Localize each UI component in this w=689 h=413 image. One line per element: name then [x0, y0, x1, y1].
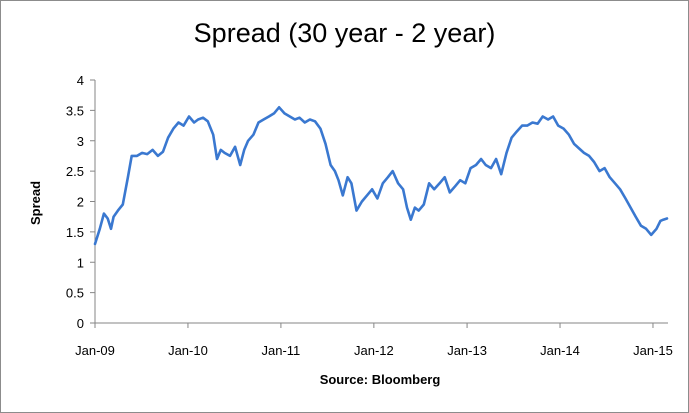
- y-tick-label: 2: [77, 195, 84, 210]
- y-tick-label: 3: [77, 134, 84, 149]
- y-tick-label: 4: [77, 73, 84, 88]
- y-axis-title: Spread: [28, 181, 43, 225]
- x-tick-label: Jan-13: [447, 343, 487, 358]
- y-tick-label: 1.5: [66, 225, 84, 240]
- x-axis: Jan-09 Jan-10 Jan-11 Jan-12 Jan-13 Jan-14 Jan-…: [75, 322, 673, 358]
- y-tick-label: 2.5: [66, 164, 84, 179]
- x-tick-label: Jan-15: [633, 343, 673, 358]
- y-axis: 0 0.5 1 1.5 2 2.5 3 3.5 4: [66, 73, 96, 331]
- series-layer: [93, 106, 669, 246]
- y-tick-label: 1: [77, 255, 84, 270]
- x-tick-label: Jan-14: [540, 343, 580, 358]
- series-line: [93, 106, 669, 246]
- x-axis-title: Source: Bloomberg: [320, 372, 441, 387]
- y-tick-label: 0: [77, 316, 84, 331]
- y-tick-label: 3.5: [66, 103, 84, 118]
- x-tick-label: Jan-09: [75, 343, 115, 358]
- y-tick-label: 0.5: [66, 286, 84, 301]
- x-tick-label: Jan-12: [354, 343, 394, 358]
- x-tick-label: Jan-11: [262, 343, 301, 358]
- x-tick-label: Jan-10: [168, 343, 208, 358]
- chart-title: Spread (30 year - 2 year): [193, 18, 496, 48]
